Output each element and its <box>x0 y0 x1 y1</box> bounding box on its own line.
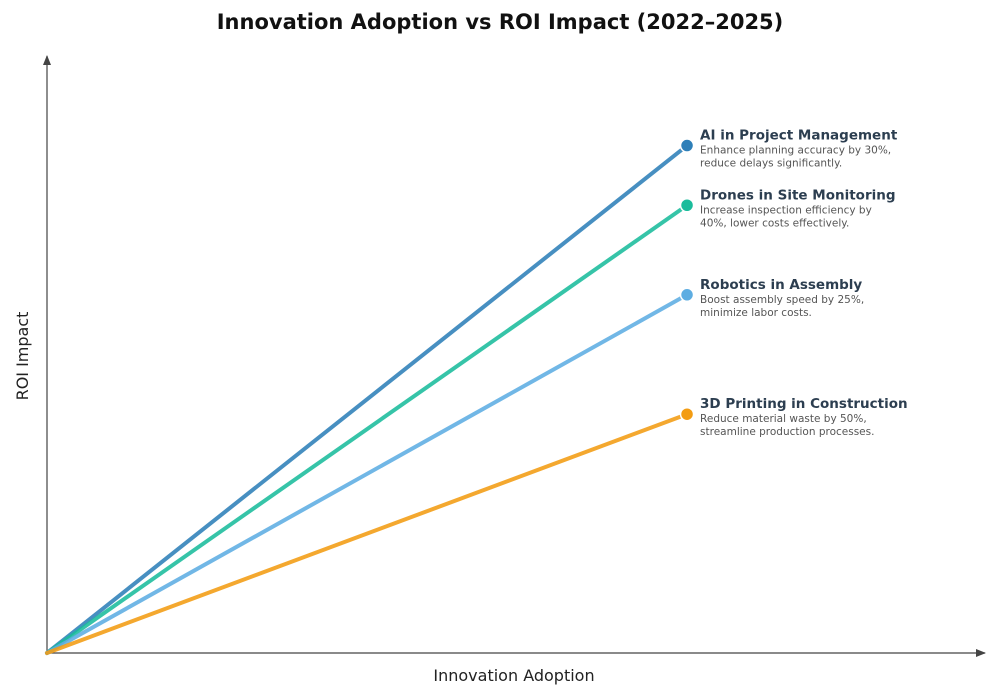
chart-title: Innovation Adoption vs ROI Impact (2022–… <box>216 10 784 34</box>
series-endpoint-3 <box>679 406 695 422</box>
series-line-3 <box>45 412 690 655</box>
series-line-2 <box>45 292 690 655</box>
series-label-1: Drones in Site Monitoring <box>700 187 895 203</box>
series-description-1-0: Increase inspection efficiency by <box>700 204 872 216</box>
x-axis-label: Innovation Adoption <box>433 666 594 685</box>
series-label-2: Robotics in Assembly <box>700 277 862 293</box>
series-description-1-1: 40%, lower costs effectively. <box>700 217 849 229</box>
series-description-2-0: Boost assembly speed by 25%, <box>700 294 864 306</box>
series-description-0-0: Enhance planning accuracy by 30%, <box>700 145 891 157</box>
series-line-1 <box>45 203 690 655</box>
series-line-0 <box>45 143 690 655</box>
series-description-3-0: Reduce material waste by 50%, <box>700 413 867 425</box>
series-description-2-1: minimize labor costs. <box>700 307 812 319</box>
series-description-3-1: streamline production processes. <box>700 426 874 438</box>
series-endpoint-1 <box>679 198 695 213</box>
series-endpoint-2 <box>679 287 695 303</box>
series-description-0-1: reduce delays significantly. <box>700 158 842 170</box>
series-endpoint-0 <box>679 138 695 153</box>
y-axis-label: ROI Impact <box>13 312 32 401</box>
series-label-3: 3D Printing in Construction <box>700 396 908 412</box>
series-label-0: AI in Project Management <box>700 128 898 144</box>
